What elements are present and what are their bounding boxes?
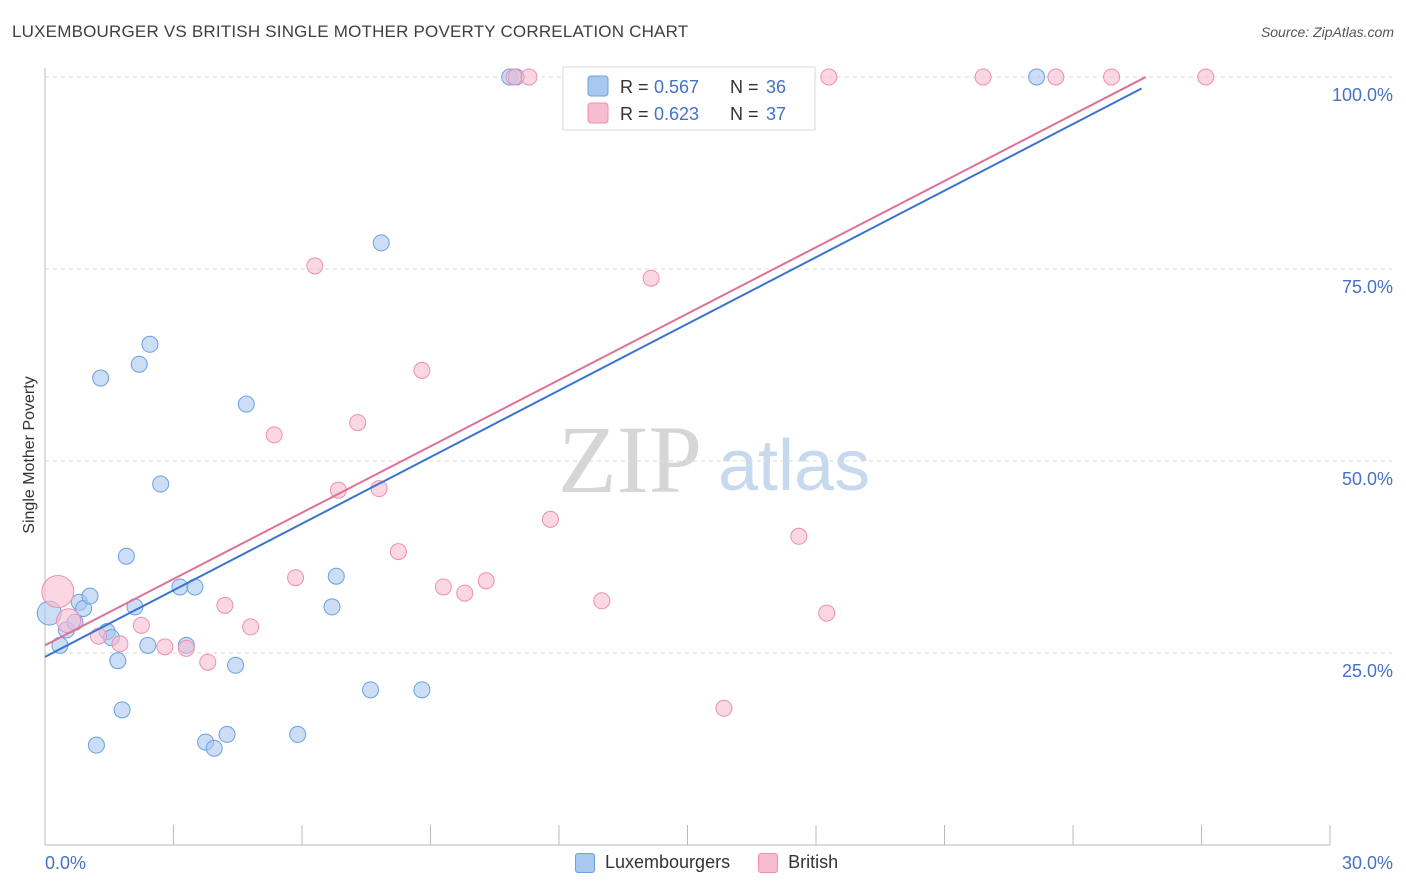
british-trend-line bbox=[44, 76, 1147, 647]
luxembourgers-point bbox=[327, 567, 345, 585]
luxembourgers-label: Luxembourgers bbox=[605, 852, 731, 872]
y-tick-label: 50.0% bbox=[1342, 469, 1393, 489]
y-tick-label: 100.0% bbox=[1332, 85, 1393, 105]
luxembourgers-point bbox=[289, 725, 307, 743]
british-point bbox=[389, 543, 407, 561]
british-point bbox=[199, 653, 217, 671]
luxembourgers-point bbox=[323, 598, 341, 616]
british-point bbox=[177, 639, 195, 657]
x-tick-labels: 0.0% 30.0% bbox=[45, 853, 1393, 873]
y-tick-labels: 25.0% 50.0% 75.0% 100.0% bbox=[1332, 85, 1393, 681]
british-point bbox=[156, 638, 174, 656]
british-point bbox=[642, 269, 660, 287]
british-points bbox=[41, 68, 1215, 717]
legend-swatch-luxembourgers bbox=[587, 75, 609, 97]
british-point bbox=[265, 426, 283, 444]
top-legend: R = 0.567 N = 36 R = 0.623 N = 37 bbox=[562, 66, 816, 131]
legend-n-label-2: N = bbox=[730, 104, 759, 124]
british-point bbox=[593, 592, 611, 610]
trend-lines bbox=[44, 76, 1147, 658]
british-point bbox=[790, 527, 808, 545]
luxembourgers-point bbox=[152, 475, 170, 493]
british-point bbox=[306, 257, 324, 275]
luxembourgers-trend-line bbox=[44, 87, 1142, 658]
chart-source: Source: ZipAtlas.com bbox=[1260, 24, 1394, 40]
british-point bbox=[1103, 68, 1121, 86]
british-point bbox=[90, 627, 108, 645]
british-point bbox=[111, 635, 129, 653]
luxembourgers-point bbox=[109, 652, 127, 670]
legend-n-label-1: N = bbox=[730, 77, 759, 97]
british-point bbox=[216, 596, 234, 614]
british-point bbox=[715, 699, 733, 717]
british-label: British bbox=[788, 852, 839, 872]
luxembourgers-point bbox=[130, 355, 148, 373]
luxembourgers-point bbox=[237, 395, 255, 413]
legend-swatch-british bbox=[587, 102, 609, 124]
legend-r-value-2: 0.623 bbox=[654, 104, 699, 124]
luxembourgers-point bbox=[413, 681, 431, 699]
luxembourgers-point bbox=[227, 656, 245, 674]
luxembourgers-point bbox=[113, 701, 131, 719]
luxembourgers-point bbox=[92, 369, 110, 387]
british-point bbox=[456, 584, 474, 602]
x-tick-label: 0.0% bbox=[45, 853, 86, 873]
british-point bbox=[505, 68, 523, 86]
legend-n-value-1: 36 bbox=[766, 77, 786, 97]
y-tick-label: 75.0% bbox=[1342, 277, 1393, 297]
bottom-legend-luxembourgers: Luxembourgers bbox=[575, 852, 730, 873]
bottom-legend: Luxembourgers British bbox=[575, 852, 838, 873]
british-point bbox=[520, 68, 538, 86]
luxembourgers-point bbox=[218, 725, 236, 743]
british-point bbox=[132, 616, 150, 634]
british-point bbox=[242, 618, 260, 636]
british-point bbox=[477, 572, 495, 590]
axes bbox=[44, 68, 1331, 846]
legend-r-label-1: R = bbox=[620, 77, 649, 97]
legend-r-value-1: 0.567 bbox=[654, 77, 699, 97]
british-point bbox=[349, 414, 367, 432]
luxembourgers-point bbox=[87, 736, 105, 754]
british-swatch bbox=[758, 852, 779, 873]
british-point bbox=[818, 604, 836, 622]
luxembourgers-point bbox=[139, 636, 157, 654]
british-point bbox=[413, 361, 431, 379]
legend-n-value-2: 37 bbox=[766, 104, 786, 124]
luxembourgers-point bbox=[117, 547, 135, 565]
luxembourgers-point bbox=[362, 681, 380, 699]
watermark-zip: ZIP bbox=[558, 406, 702, 513]
luxembourgers-swatch bbox=[575, 852, 595, 873]
british-point bbox=[434, 578, 452, 596]
luxembourgers-point bbox=[205, 739, 223, 757]
british-point bbox=[41, 575, 75, 609]
british-point bbox=[1197, 68, 1215, 86]
bottom-legend-british: British bbox=[758, 852, 838, 873]
x-tick-label: 30.0% bbox=[1342, 853, 1393, 873]
y-axis-title: Single Mother Poverty bbox=[21, 376, 38, 533]
british-point bbox=[974, 68, 992, 86]
chart-title: LUXEMBOURGER VS BRITISH SINGLE MOTHER PO… bbox=[12, 22, 689, 41]
y-tick-label: 25.0% bbox=[1342, 661, 1393, 681]
luxembourgers-point bbox=[81, 587, 99, 605]
luxembourgers-point bbox=[1028, 68, 1046, 86]
british-point bbox=[1047, 68, 1065, 86]
watermark-atlas: atlas bbox=[718, 426, 870, 506]
luxembourgers-point bbox=[141, 335, 159, 353]
british-point bbox=[287, 569, 305, 587]
luxembourgers-point bbox=[372, 234, 390, 252]
british-point bbox=[820, 68, 838, 86]
legend-r-label-2: R = bbox=[620, 104, 649, 124]
british-point bbox=[541, 510, 559, 528]
grid bbox=[45, 76, 1392, 654]
